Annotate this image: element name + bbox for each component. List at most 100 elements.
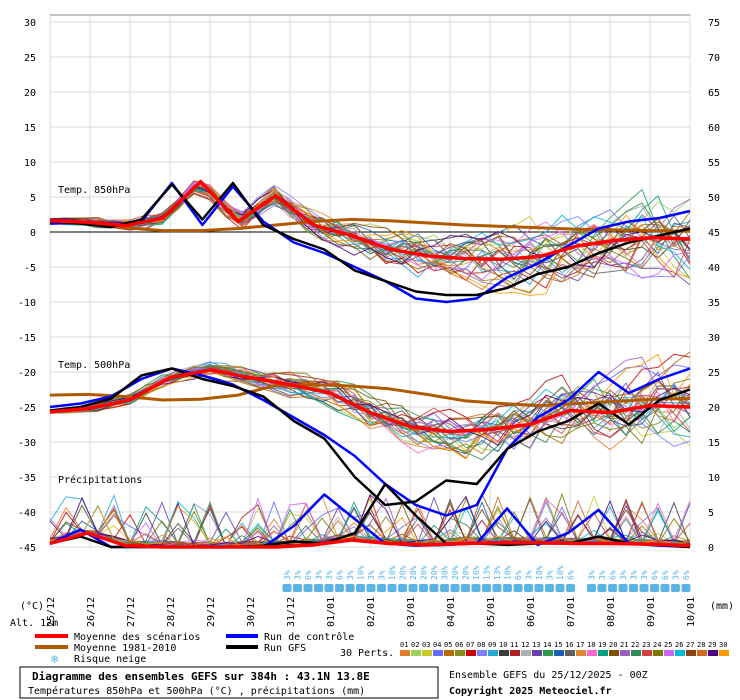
right-tick-label: 50: [708, 193, 720, 204]
snow-risk-value: 3%: [294, 570, 303, 580]
series-0-t850: [49, 179, 691, 262]
snow-risk-value: 10%: [504, 565, 513, 580]
snow-risk-marker: [629, 584, 638, 592]
x-tick-label: 01/01: [326, 597, 337, 627]
member-color-swatch: [653, 650, 663, 656]
member-color-swatch: [686, 650, 696, 656]
member-color-swatch: [532, 650, 542, 656]
snow-risk-value: 6%: [651, 570, 660, 580]
member-line-26-precip: [49, 500, 691, 546]
legend-gfs-label: Run GFS: [264, 643, 306, 654]
member-color-swatch: [587, 650, 597, 656]
member-color-swatch: [675, 650, 685, 656]
member-id-label: 30: [719, 641, 727, 649]
snow-risk-value: 20%: [399, 565, 408, 580]
snow-risk-value: 3%: [283, 570, 292, 580]
snow-risk-marker: [429, 584, 439, 592]
x-tick-label: 10/01: [686, 597, 697, 627]
panel-label-850: Temp. 850hPa: [58, 185, 130, 196]
right-tick-label: 20: [708, 403, 720, 414]
snow-risk-value: 6%: [661, 570, 670, 580]
right-tick-label: 35: [708, 298, 720, 309]
snow-risk-value: 3%: [367, 570, 376, 580]
snow-risk-value: 3%: [640, 570, 649, 580]
member-id-label: 15: [554, 641, 562, 649]
member-id-label: 06: [455, 641, 463, 649]
right-tick-label: 15: [708, 438, 720, 449]
snow-risk-marker: [492, 584, 502, 592]
snow-risk-marker: [608, 584, 617, 592]
x-tick-label: 03/01: [406, 597, 417, 627]
snow-risk-value: 3%: [525, 570, 534, 580]
snow-risk-value: 20%: [420, 565, 429, 580]
member-color-legend: 01 02 03 04 05 06 07 08 09 10 11 12 13 14 15 16 17 18 19 20…: [400, 641, 729, 656]
snow-risk-marker: [324, 584, 334, 592]
member-color-swatch: [554, 650, 564, 656]
member-id-label: 29: [708, 641, 716, 649]
series-3-t850: [49, 181, 691, 297]
snow-risk-value: 3%: [315, 570, 324, 580]
member-id-label: 21: [620, 641, 628, 649]
member-id-label: 18: [587, 641, 595, 649]
snow-risk-value: 30%: [441, 565, 450, 580]
member-id-label: 12: [521, 641, 529, 649]
snow-risk-value: 20%: [462, 565, 471, 580]
member-id-label: 20: [609, 641, 617, 649]
member-color-swatch: [565, 650, 575, 656]
left-tick-label: -25: [18, 403, 36, 414]
left-tick-label: -20: [18, 368, 36, 379]
series-1-t850: [49, 217, 691, 233]
snow-risk-marker: [387, 584, 397, 592]
snow-risk-marker: [618, 584, 628, 592]
right-tick-label: 25: [708, 368, 720, 379]
snow-risk-marker: [303, 584, 313, 592]
snow-risk-marker: [524, 584, 533, 592]
series-0-t500: [49, 368, 691, 434]
member-line-12-t500: [49, 364, 691, 446]
snow-risk-value: 3%: [378, 570, 387, 580]
x-tick-label: 08/01: [606, 597, 617, 627]
legend-mean-label: Moyenne des scénarios: [74, 631, 200, 643]
x-tick-label: 31/12: [286, 597, 297, 627]
member-line-30-t850: [49, 185, 691, 297]
snow-risk-marker: [503, 584, 512, 592]
run-info: Ensemble GEFS du 25/12/2025 - 00Z: [449, 670, 648, 681]
snow-risk-value: 3%: [346, 570, 355, 580]
right-axis-unit: (mm): [710, 601, 734, 612]
snow-risk-marker: [419, 584, 428, 592]
legend-control-label: Run de contrôle: [264, 631, 354, 643]
member-id-label: 28: [697, 641, 705, 649]
x-tick-label: 02/01: [366, 597, 377, 627]
member-color-swatch: [631, 650, 641, 656]
member-color-swatch: [455, 650, 465, 656]
snow-risk-marker: [398, 584, 407, 592]
snow-risk-value: 6%: [682, 570, 691, 580]
x-axis-date-labels: 25/12 26/12 27/12 28/12 29/12 30/12 31/12 01/01…: [46, 597, 697, 627]
snow-risk-marker: [566, 584, 575, 592]
left-tick-label: 0: [30, 228, 36, 239]
member-color-swatch: [521, 650, 531, 656]
member-id-label: 26: [675, 641, 683, 649]
member-color-swatch: [499, 650, 509, 656]
snow-risk-marker: [482, 584, 491, 592]
snow-risk-marker: [345, 584, 355, 592]
snow-risk-value: 6%: [514, 570, 523, 580]
member-line-23-t850: [49, 192, 691, 279]
snow-risk-value: 3%: [672, 570, 681, 580]
legend-climate-label: Moyenne 1981-2010: [74, 643, 176, 654]
x-tick-label: 04/01: [446, 597, 457, 627]
left-tick-label: -30: [18, 438, 36, 449]
snow-risk-value: 3%: [598, 570, 607, 580]
member-color-swatch: [466, 650, 476, 656]
snow-risk-marker: [461, 584, 470, 592]
member-id-label: 11: [510, 641, 518, 649]
member-line-06-t500: [49, 365, 691, 443]
member-id-label: 02: [411, 641, 419, 649]
snow-risk-marker: [356, 584, 365, 592]
right-tick-label: 40: [708, 263, 720, 274]
member-id-label: 05: [444, 641, 452, 649]
x-tick-label: 27/12: [126, 597, 137, 627]
member-color-swatch: [598, 650, 608, 656]
member-id-label: 03: [422, 641, 430, 649]
right-tick-label: 55: [708, 158, 720, 169]
